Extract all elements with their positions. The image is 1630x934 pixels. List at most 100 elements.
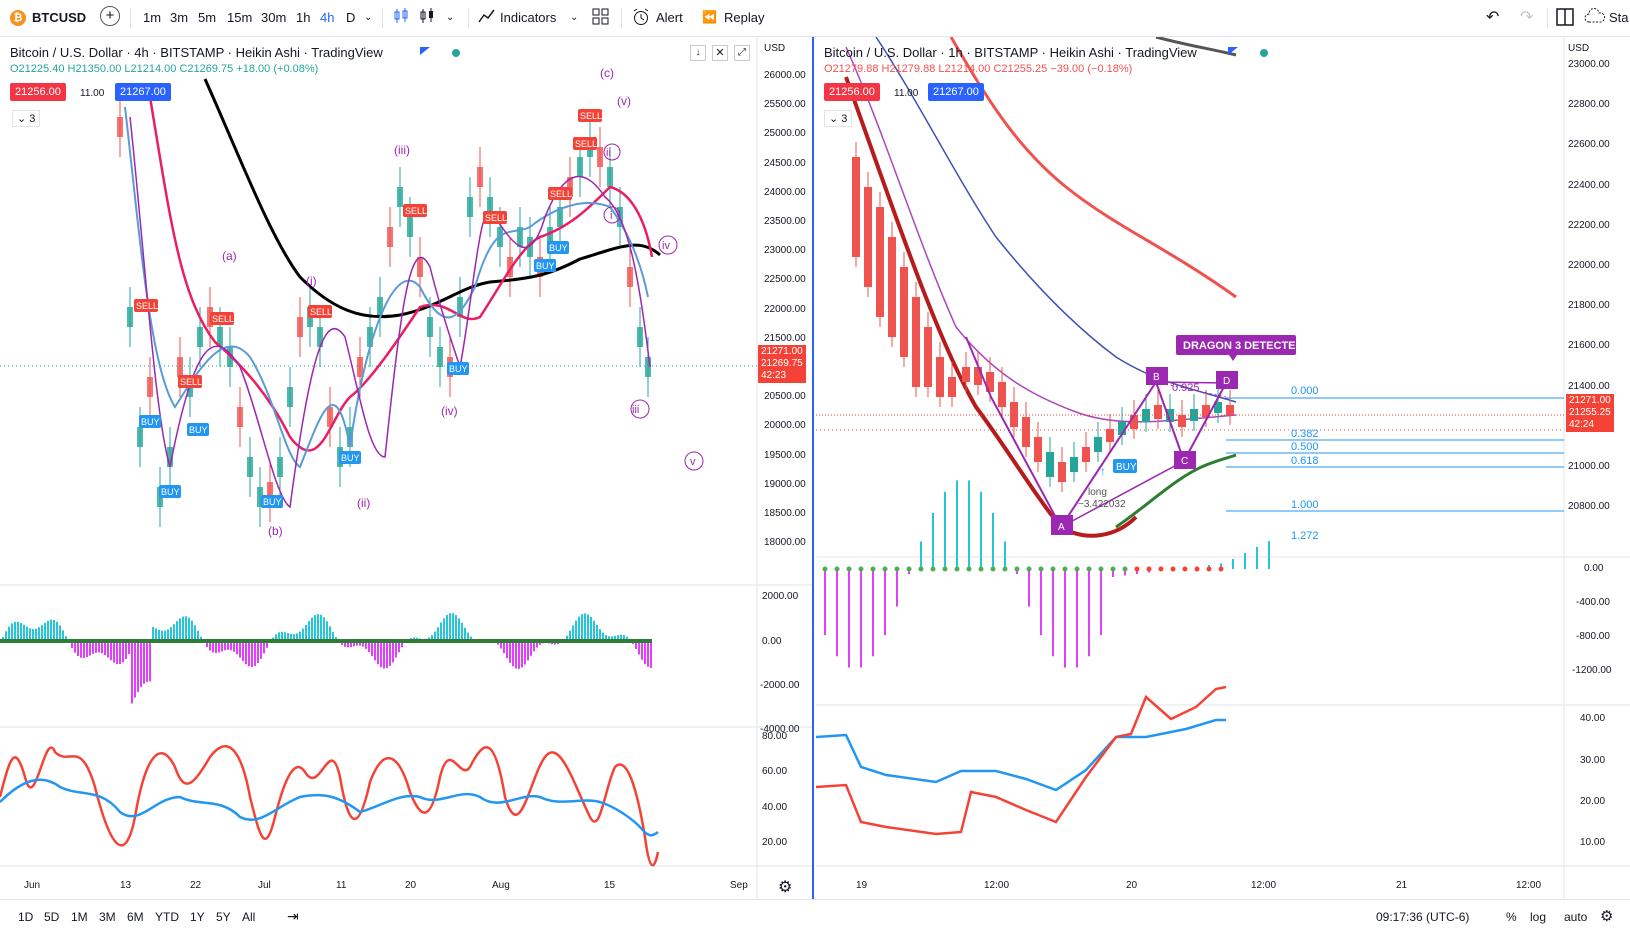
symbol-search[interactable]: BTCUSD — [32, 10, 86, 25]
right-sell-price-button[interactable]: 21256.00 — [824, 83, 880, 101]
osc-dot — [955, 567, 960, 572]
left-sell-price-button[interactable]: 21256.00 — [10, 83, 66, 101]
osc-bar — [170, 627, 172, 641]
log-toggle[interactable]: log — [1530, 910, 1546, 924]
left-spread: 11.00 — [80, 88, 104, 99]
ma-red-line — [951, 37, 1236, 297]
osc-dot — [1159, 567, 1164, 572]
fib-level-618: 0.618 — [1291, 455, 1319, 467]
chevron-down-icon[interactable]: ⌄ — [570, 12, 578, 23]
right-layers-toggle[interactable]: ⌄ 3 — [824, 110, 852, 127]
divider — [1547, 8, 1548, 28]
redo-icon[interactable]: ↷ — [1520, 7, 1533, 27]
scroll-down-icon[interactable]: ↓ — [690, 45, 706, 61]
left-chart-svg[interactable]: (c) (a) (b) (i) (ii) (iii) (iv) (v) ii i… — [0, 37, 812, 899]
interval-3m[interactable]: 3m — [170, 10, 188, 25]
right-buy-price-button[interactable]: 21267.00 — [928, 83, 984, 101]
left-layers-toggle[interactable]: ⌄ 3 — [12, 110, 40, 127]
rsi-blue-line-right — [816, 720, 1226, 790]
interval-1m[interactable]: 1m — [143, 10, 161, 25]
osc-dot — [1195, 567, 1200, 572]
osc-bar — [323, 617, 325, 641]
chevron-down-icon[interactable]: ⌄ — [364, 12, 372, 23]
osc-bar — [575, 621, 577, 641]
candle-body — [597, 147, 603, 167]
chevron-down-icon[interactable]: ⌄ — [446, 12, 454, 23]
close-icon[interactable]: ✕ — [712, 45, 728, 61]
range-all[interactable]: All — [242, 910, 255, 924]
interval-4h[interactable]: 4h — [320, 10, 334, 25]
bars-style-icon[interactable] — [393, 7, 409, 28]
right-chart-panel[interactable]: 0.000 0.382 0.500 0.618 1.000 1.272 0.92… — [816, 37, 1630, 899]
save-star-label[interactable]: Sta — [1609, 10, 1629, 25]
wave-label-c: (c) — [600, 66, 614, 80]
right-chart-svg[interactable]: 0.000 0.382 0.500 0.618 1.000 1.272 0.92… — [816, 37, 1630, 899]
right-chart-title[interactable]: Bitcoin / U.S. Dollar · 1h · BITSTAMP · … — [824, 45, 1197, 60]
range-1m[interactable]: 1M — [71, 910, 88, 924]
alarm-clock-icon[interactable] — [632, 8, 650, 29]
osc-bar — [23, 625, 25, 641]
range-3m[interactable]: 3M — [99, 910, 116, 924]
range-5y[interactable]: 5Y — [216, 910, 231, 924]
osc-bar — [932, 513, 934, 569]
left-chart-panel[interactable]: (c) (a) (b) (i) (ii) (iii) (iv) (v) ii i… — [0, 37, 814, 899]
range-5d[interactable]: 5D — [44, 910, 59, 924]
interval-5m[interactable]: 5m — [198, 10, 216, 25]
candles-style-icon[interactable] — [419, 7, 435, 28]
interval-d[interactable]: D — [346, 10, 355, 25]
flag-icon[interactable] — [1228, 47, 1238, 55]
interval-15m[interactable]: 15m — [227, 10, 252, 25]
indicators-button[interactable]: Indicators — [500, 10, 556, 25]
osc-dot — [1099, 567, 1104, 572]
osc-bar — [896, 569, 898, 606]
candle-body — [1082, 447, 1090, 462]
left-buy-price-button[interactable]: 21267.00 — [115, 83, 171, 101]
left-price-axis-tick: 25000.00 — [764, 128, 806, 139]
rsi-axis-60: 60.00 — [762, 766, 787, 777]
range-6m[interactable]: 6M — [127, 910, 144, 924]
cloud-icon[interactable] — [1584, 8, 1606, 27]
interval-1h[interactable]: 1h — [296, 10, 310, 25]
left-price-axis-tick: 23500.00 — [764, 216, 806, 227]
left-price-axis-tick: 18000.00 — [764, 537, 806, 548]
range-1d[interactable]: 1D — [18, 910, 33, 924]
templates-icon[interactable] — [592, 8, 610, 29]
interval-30m[interactable]: 30m — [261, 10, 286, 25]
candle-body — [437, 347, 443, 367]
osc-bar — [41, 625, 43, 641]
settings-gear-icon[interactable]: ⚙ — [1600, 907, 1613, 925]
osc-dot — [895, 567, 900, 572]
osc-bar — [1088, 569, 1090, 656]
osc-bar — [50, 620, 52, 641]
indicators-icon[interactable] — [478, 8, 496, 27]
left-currency-label[interactable]: USD — [764, 43, 785, 54]
osc-dot — [871, 567, 876, 572]
osc-bar — [506, 641, 508, 658]
osc-bar — [110, 641, 112, 660]
alert-button[interactable]: Alert — [656, 10, 683, 25]
time-label-13: 13 — [120, 880, 131, 891]
range-1y[interactable]: 1Y — [190, 910, 205, 924]
auto-toggle[interactable]: auto — [1564, 910, 1587, 924]
date-range-icon[interactable]: ⇥ — [287, 908, 299, 925]
layout-icon[interactable] — [1556, 8, 1574, 29]
percent-toggle[interactable]: % — [1506, 910, 1517, 924]
left-chart-title[interactable]: Bitcoin / U.S. Dollar · 4h · BITSTAMP · … — [10, 45, 383, 60]
right-currency-label[interactable]: USD — [1568, 43, 1589, 54]
osc-dot — [991, 567, 996, 572]
maximize-icon[interactable]: ⤢ — [734, 45, 750, 61]
osc-bar — [572, 625, 574, 641]
replay-button[interactable]: Replay — [724, 10, 764, 25]
osc-axis-2000: 2000.00 — [762, 591, 798, 602]
flag-icon[interactable] — [420, 47, 430, 55]
clock-display[interactable]: 09:17:36 (UTC-6) — [1376, 910, 1469, 924]
osc-bar — [884, 569, 886, 635]
add-symbol-icon[interactable]: + — [100, 6, 120, 26]
osc-bar — [194, 625, 196, 641]
osc-bar — [512, 641, 514, 666]
undo-icon[interactable]: ↶ — [1486, 7, 1499, 27]
left-price-axis-tick: 18500.00 — [764, 508, 806, 519]
replay-icon[interactable]: ⏪ — [702, 10, 717, 24]
settings-gear-icon[interactable]: ⚙ — [778, 877, 792, 897]
range-ytd[interactable]: YTD — [155, 910, 179, 924]
